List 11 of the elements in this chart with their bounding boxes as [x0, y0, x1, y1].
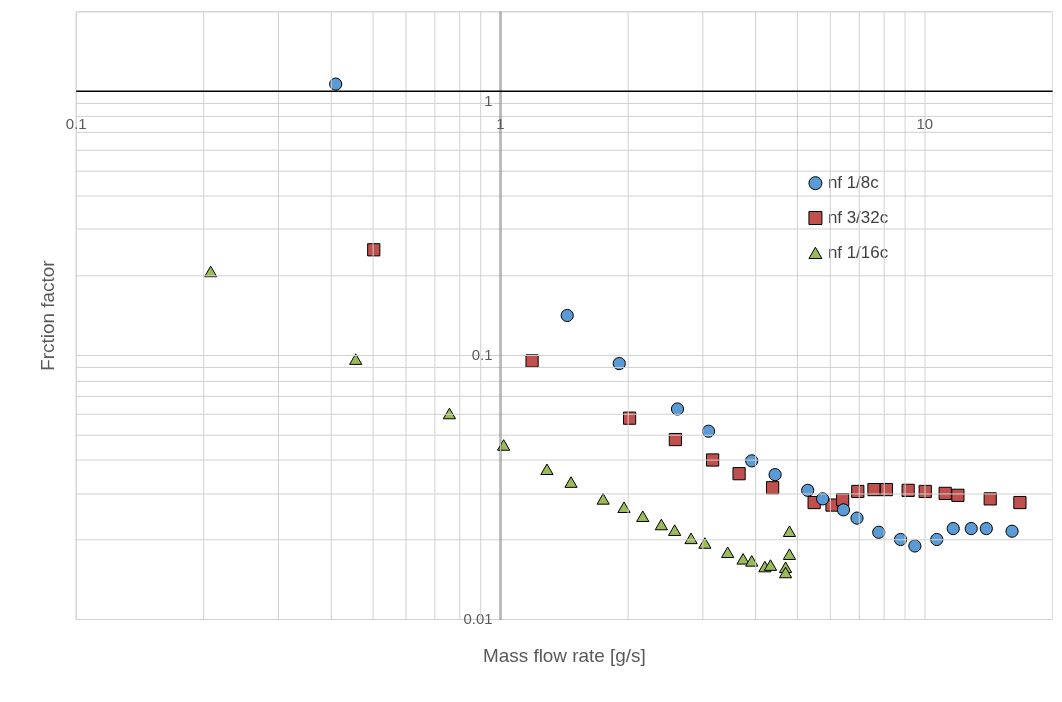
x-tick-label: 0.1: [65, 115, 87, 133]
y-axis-title: Frction factor: [37, 260, 59, 371]
x-tick-label: 1: [496, 115, 505, 133]
y-tick-label: 0.1: [471, 346, 493, 364]
x-axis-title: Mass flow rate [g/s]: [482, 645, 646, 667]
legend-label: nf 3/32c: [827, 207, 889, 227]
legend-label: nf 1/8c: [827, 173, 880, 193]
legend-label: nf 1/16c: [827, 242, 889, 262]
x-tick-label: 10: [916, 115, 934, 133]
y-tick-label: 1: [484, 92, 493, 110]
y-tick-label: 0.01: [463, 610, 493, 628]
